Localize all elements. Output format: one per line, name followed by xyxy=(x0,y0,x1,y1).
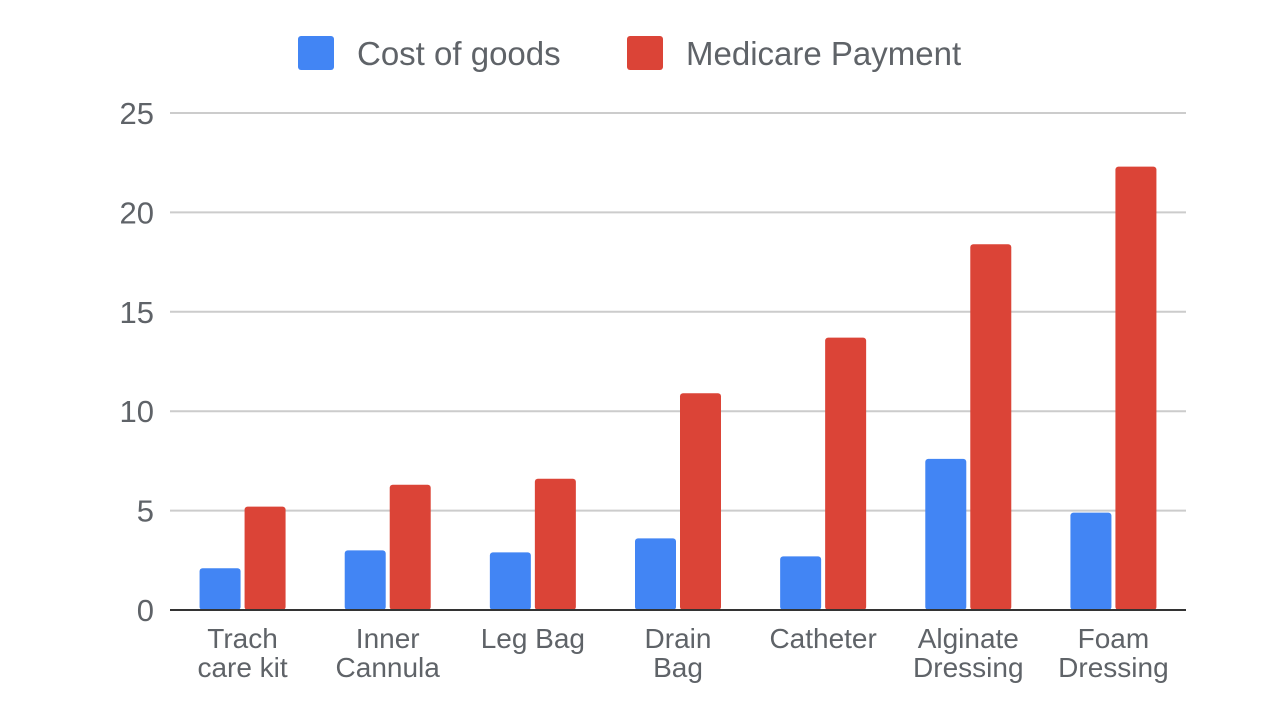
bar-medicare-payment-alginate-dressing xyxy=(970,244,1012,610)
x-category-label-trach-care-kit: Trach care kit xyxy=(197,623,287,683)
bar-medicare-payment-foam-dressing xyxy=(1115,166,1157,610)
bar-medicare-payment-leg-bag xyxy=(534,478,576,610)
bar-cost-of-goods-inner-cannula xyxy=(344,550,386,610)
bars xyxy=(199,166,1157,610)
bar-medicare-payment-inner-cannula xyxy=(389,484,431,610)
x-category-label-catheter: Catheter xyxy=(769,623,876,654)
y-tick-label-20: 20 xyxy=(120,195,154,230)
legend: Cost of goods Medicare Payment xyxy=(298,35,961,72)
x-category-label-drain-bag: Drain Bag xyxy=(645,623,712,683)
gridlines xyxy=(170,112,1186,512)
y-tick-label-5: 5 xyxy=(137,494,154,529)
bar-medicare-payment-trach-care-kit xyxy=(244,506,286,610)
bar-cost-of-goods-foam-dressing xyxy=(1070,512,1112,610)
bar-cost-of-goods-catheter xyxy=(780,556,822,610)
x-axis-category-labels: Trach care kit Inner Cannula Leg Bag Drain Bag… xyxy=(197,623,1168,683)
bar-cost-of-goods-trach-care-kit xyxy=(199,568,241,610)
y-tick-label-15: 15 xyxy=(120,295,154,330)
bar-cost-of-goods-leg-bag xyxy=(489,552,531,610)
x-category-label-leg-bag: Leg Bag xyxy=(481,623,585,654)
x-category-label-alginate-dressing: Alginate Dressing xyxy=(913,623,1023,683)
legend-swatch-cost-of-goods xyxy=(298,36,334,70)
y-tick-label-10: 10 xyxy=(120,394,154,429)
legend-label-medicare-payment: Medicare Payment xyxy=(686,35,961,72)
y-tick-label-25: 25 xyxy=(120,96,154,131)
y-axis-tick-labels: 0 5 10 15 20 25 xyxy=(120,96,154,628)
x-category-label-inner-cannula: Inner Cannula xyxy=(336,623,441,683)
y-tick-label-0: 0 xyxy=(137,593,154,628)
bar-cost-of-goods-drain-bag xyxy=(635,538,676,610)
bar-medicare-payment-catheter xyxy=(825,337,867,610)
legend-label-cost-of-goods: Cost of goods xyxy=(357,35,561,72)
legend-swatch-medicare-payment xyxy=(627,36,663,70)
x-category-label-foam-dressing: Foam Dressing xyxy=(1058,623,1168,683)
bar-cost-of-goods-alginate-dressing xyxy=(925,458,967,610)
bar-medicare-payment-drain-bag xyxy=(680,393,721,610)
